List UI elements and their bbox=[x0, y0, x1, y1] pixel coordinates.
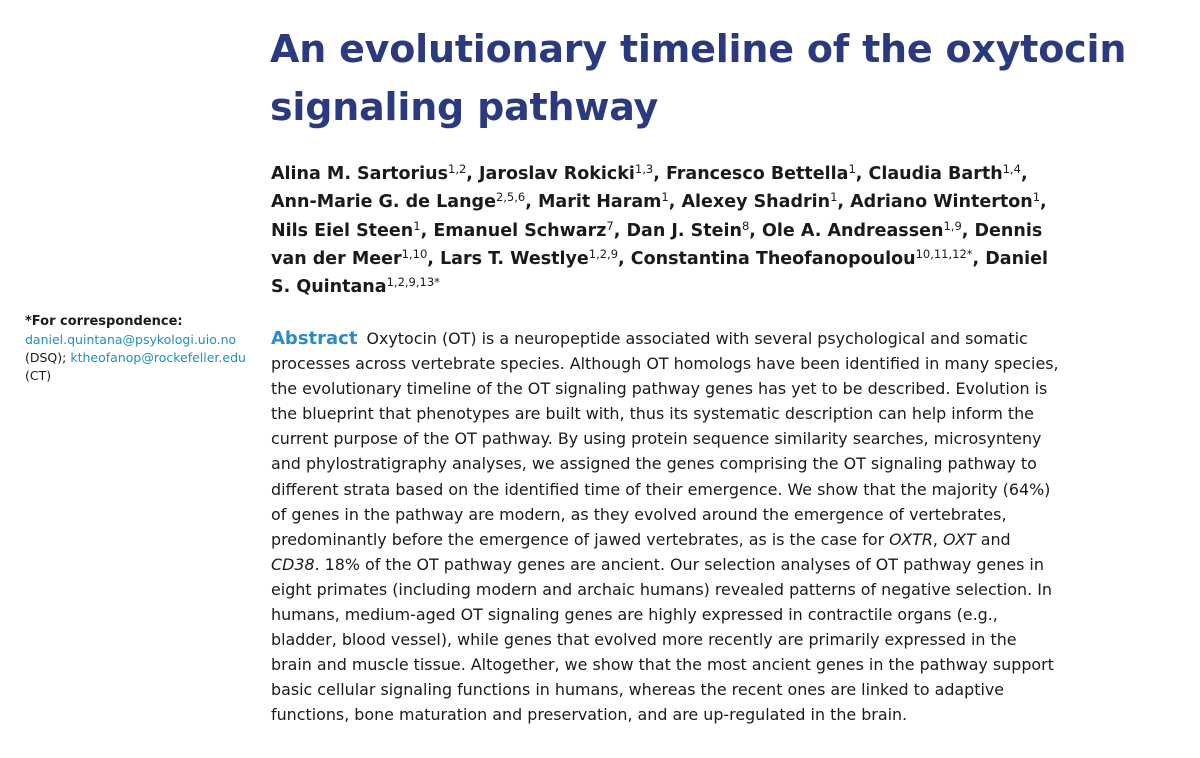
author-name: Alexey Shadrin bbox=[681, 192, 831, 213]
author-entry: Dan J. Stein8, bbox=[626, 218, 763, 241]
paper-title: An evolutionary timeline of the oxytocin… bbox=[270, 27, 1127, 129]
author-affiliation: 1,9 bbox=[943, 218, 962, 233]
author-affiliation: 1,2,9 bbox=[588, 246, 619, 261]
correspondence-note: *For correspondence: daniel.quintana@psy… bbox=[25, 313, 255, 385]
correspondence-heading: *For correspondence: bbox=[25, 314, 183, 329]
author-entry: Jaroslav Rokicki1,3, bbox=[479, 162, 666, 184]
author-entry: Constantina Theofanopoulou10,11,12*, bbox=[630, 246, 986, 269]
author-name: Lars T. Westlye bbox=[440, 248, 589, 269]
author-entry: Marit Haram1, bbox=[537, 190, 682, 213]
author-separator: , bbox=[837, 192, 851, 213]
author-name: Nils Eiel Steen bbox=[271, 220, 414, 241]
author-separator: , bbox=[749, 220, 763, 241]
author-name: Alina M. Sartorius bbox=[271, 164, 448, 184]
author-affiliation: 7 bbox=[606, 218, 614, 233]
author-name: Adriano Winterton bbox=[850, 192, 1033, 213]
author-affiliation: 10,11,12* bbox=[915, 246, 973, 261]
author-separator: , bbox=[525, 192, 538, 213]
author-separator: , bbox=[855, 164, 869, 184]
author-affiliation: 1,2 bbox=[448, 162, 467, 176]
author-affiliation: 1,2,9,13* bbox=[386, 275, 440, 290]
author-affiliation: 8 bbox=[741, 218, 750, 233]
correspondence-tag-ct: (CT) bbox=[25, 368, 52, 383]
author-name: Francesco Bettella bbox=[665, 164, 849, 184]
author-affiliation: 1 bbox=[413, 218, 421, 233]
abstract-text-part2: . 18% of the OT pathway genes are ancien… bbox=[271, 554, 1054, 725]
author-separator: , bbox=[1040, 192, 1047, 213]
gene-name-oxtr: OXTR bbox=[889, 529, 933, 549]
author-affiliation: 1 bbox=[848, 162, 856, 176]
author-name: Emanuel Schwarz bbox=[433, 220, 607, 241]
author-entry: Adriano Winterton1, bbox=[850, 190, 1047, 213]
abstract-heading: Abstract bbox=[271, 328, 358, 349]
abstract-text-part1: Oxytocin (OT) is a neuropeptide associat… bbox=[271, 329, 1059, 549]
author-separator: , bbox=[653, 164, 666, 184]
author-separator: , bbox=[618, 248, 631, 269]
author-name: Daniel S. Quintana bbox=[271, 248, 1048, 298]
author-separator: , bbox=[668, 192, 682, 213]
author-separator: , bbox=[1020, 164, 1028, 184]
author-entry: Francesco Bettella1, bbox=[665, 162, 869, 184]
author-entry: Daniel S. Quintana1,2,9,13* bbox=[271, 249, 1048, 297]
correspondence-email-dsq[interactable]: daniel.quintana@psykologi.uio.no bbox=[25, 332, 237, 347]
abstract: Abstract Oxytocin (OT) is a neuropeptide … bbox=[271, 326, 1061, 728]
author-entry: Ann-Marie G. de Lange2,5,6, bbox=[271, 190, 538, 213]
author-separator: , bbox=[613, 220, 627, 241]
author-affiliation: 1 bbox=[661, 190, 669, 205]
author-name: Ole A. Andreassen bbox=[762, 220, 944, 241]
author-name: Jaroslav Rokicki bbox=[479, 164, 635, 184]
author-affiliation: 1,4 bbox=[1002, 162, 1021, 176]
abstract-comma: , bbox=[932, 529, 943, 549]
author-separator: , bbox=[972, 248, 986, 269]
gene-name-cd38: CD38 bbox=[271, 554, 315, 574]
author-entry: Dennis van der Meer1,10, bbox=[271, 221, 1042, 269]
author-affiliation: 1 bbox=[830, 190, 838, 205]
author-separator: , bbox=[427, 248, 441, 269]
author-affiliation: 1,3 bbox=[634, 162, 654, 176]
gene-name-oxt: OXT bbox=[943, 529, 976, 549]
author-entry: Alina M. Sartorius1,2, bbox=[271, 162, 480, 184]
author-name: Claudia Barth bbox=[868, 164, 1003, 184]
author-entry: Emanuel Schwarz7, bbox=[433, 218, 627, 241]
author-separator: , bbox=[961, 220, 975, 241]
author-affiliation: 1,10 bbox=[401, 246, 428, 261]
abstract-and: and bbox=[975, 529, 1011, 549]
correspondence-email-ct[interactable]: ktheofanop@rockefeller.edu bbox=[70, 350, 246, 365]
author-affiliation: 2,5,6 bbox=[495, 190, 526, 205]
author-entry: Nils Eiel Steen1, bbox=[271, 218, 434, 241]
correspondence-tag-dsq: (DSQ); bbox=[25, 350, 67, 365]
author-entry: Lars T. Westlye1,2,9, bbox=[440, 246, 631, 269]
author-name: Ann-Marie G. de Lange bbox=[271, 192, 496, 213]
author-entry: Ole A. Andreassen1,9, bbox=[762, 218, 975, 241]
author-name: Constantina Theofanopoulou bbox=[630, 248, 916, 269]
author-separator: , bbox=[466, 164, 480, 184]
author-name: Dennis van der Meer bbox=[271, 220, 1043, 269]
author-list: Alina M. Sartorius1,2, Jaroslav Rokicki1… bbox=[271, 160, 1071, 301]
author-entry: Claudia Barth1,4, bbox=[868, 162, 1028, 184]
author-separator: , bbox=[420, 220, 434, 241]
author-entry: Alexey Shadrin1, bbox=[681, 190, 851, 213]
author-name: Dan J. Stein bbox=[626, 220, 742, 241]
author-name: Marit Haram bbox=[537, 192, 662, 213]
author-affiliation: 1 bbox=[1032, 190, 1041, 205]
